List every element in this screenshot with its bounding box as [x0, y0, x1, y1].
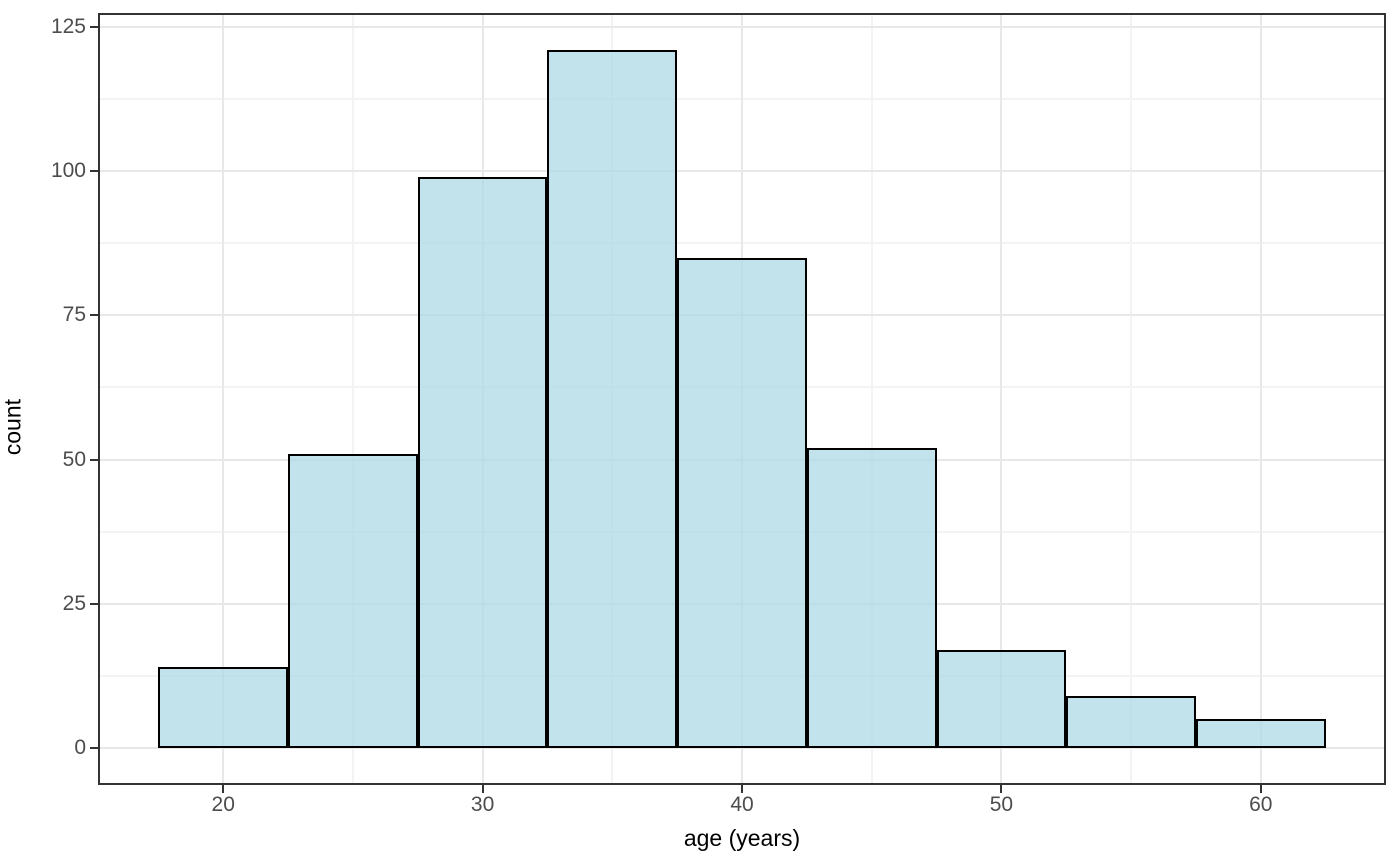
gridline-major-vertical [222, 15, 225, 783]
histogram-bar [417, 176, 548, 749]
histogram-bar [547, 49, 678, 749]
gridline-minor-vertical [351, 15, 354, 783]
x-tick-mark [1000, 785, 1003, 793]
x-tick-label: 40 [730, 793, 754, 816]
gridline-major-vertical [1000, 15, 1003, 783]
y-tick-mark [90, 314, 98, 317]
histogram-bar [288, 453, 418, 749]
x-tick-label: 50 [989, 793, 1014, 816]
histogram-bar [806, 448, 937, 749]
y-tick-label: 125 [50, 14, 86, 38]
x-tick-mark [481, 785, 484, 793]
y-tick-mark [90, 602, 98, 605]
y-tick-mark [90, 25, 98, 28]
histogram-bar [1195, 719, 1326, 749]
y-tick-mark [90, 747, 98, 750]
y-tick-label: 50 [62, 447, 86, 471]
y-tick-label: 100 [50, 159, 86, 183]
x-tick-mark [741, 785, 743, 793]
x-tick-label: 30 [470, 793, 495, 816]
gridline-minor-vertical [870, 15, 873, 783]
histogram-bar [677, 257, 807, 749]
x-tick-label: 20 [211, 793, 235, 816]
histogram-bar [158, 667, 289, 749]
x-tick-mark [1259, 785, 1262, 793]
plot-panel [100, 15, 1384, 783]
y-tick-mark [90, 458, 98, 461]
y-tick-mark [90, 170, 98, 173]
gridline-minor-vertical [1130, 15, 1133, 783]
histogram-bar [1066, 696, 1196, 749]
y-tick-label: 75 [62, 303, 86, 327]
x-tick-mark [222, 785, 225, 793]
y-tick-label: 25 [62, 591, 86, 615]
y-tick-label: 0 [74, 736, 86, 760]
x-axis-title: age (years) [683, 825, 801, 851]
y-axis-title-text: count [0, 398, 25, 456]
histogram-bar [936, 649, 1067, 749]
x-tick-label: 60 [1249, 793, 1273, 816]
gridline-major-vertical [1259, 15, 1262, 783]
